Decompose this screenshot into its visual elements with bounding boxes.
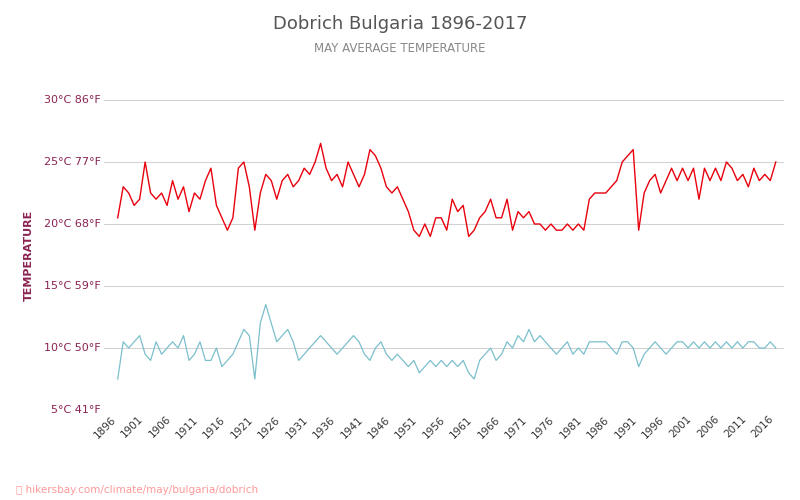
Text: 20°C 68°F: 20°C 68°F xyxy=(44,219,101,229)
Text: 25°C 77°F: 25°C 77°F xyxy=(43,157,101,167)
Text: 15°C 59°F: 15°C 59°F xyxy=(44,281,101,291)
Text: TEMPERATURE: TEMPERATURE xyxy=(24,210,34,300)
Text: 📍 hikersbay.com/climate/may/bulgaria/dobrich: 📍 hikersbay.com/climate/may/bulgaria/dob… xyxy=(16,485,258,495)
Text: 10°C 50°F: 10°C 50°F xyxy=(44,343,101,353)
Text: Dobrich Bulgaria 1896-2017: Dobrich Bulgaria 1896-2017 xyxy=(273,15,527,33)
Text: MAY AVERAGE TEMPERATURE: MAY AVERAGE TEMPERATURE xyxy=(314,42,486,56)
Text: 5°C 41°F: 5°C 41°F xyxy=(51,405,101,415)
Text: 30°C 86°F: 30°C 86°F xyxy=(44,95,101,105)
